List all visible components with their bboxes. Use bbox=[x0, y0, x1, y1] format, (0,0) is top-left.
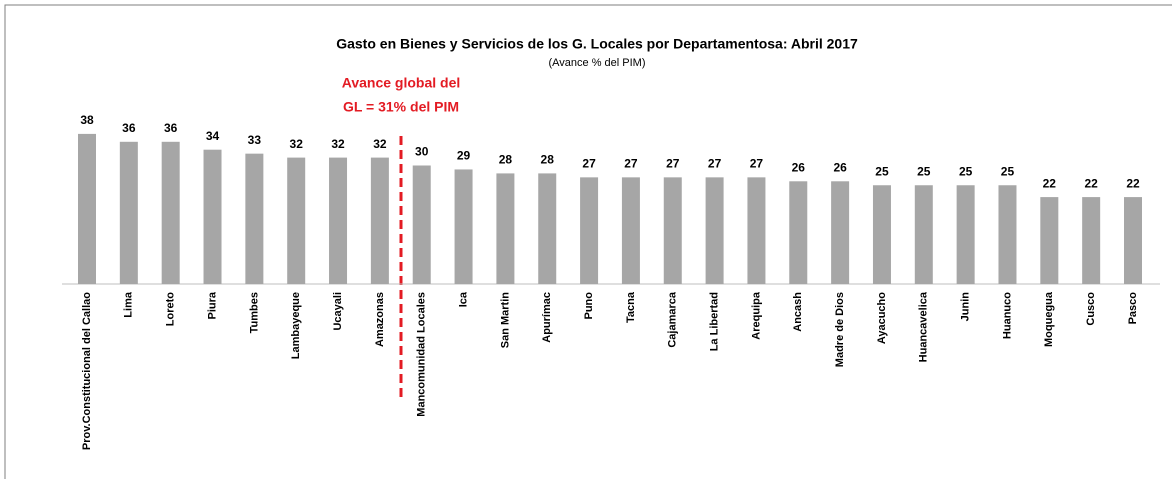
data-label: 25 bbox=[1001, 164, 1015, 178]
bar bbox=[78, 133, 96, 284]
data-label: 25 bbox=[959, 164, 973, 178]
x-tick-label: Puno bbox=[583, 292, 595, 320]
data-label: 27 bbox=[750, 157, 764, 171]
x-tick-label: La Libertad bbox=[709, 292, 721, 351]
bar bbox=[914, 185, 933, 284]
data-label: 36 bbox=[122, 121, 136, 135]
x-tick-label: Arequipa bbox=[750, 291, 762, 340]
data-label: 36 bbox=[164, 121, 178, 135]
bar bbox=[998, 185, 1017, 284]
x-tick-label: Pasco bbox=[1127, 292, 1139, 325]
data-label: 27 bbox=[582, 157, 596, 171]
bar bbox=[161, 141, 180, 284]
x-tick-label: Lima bbox=[123, 291, 135, 318]
x-tick-label: Cusco bbox=[1085, 292, 1097, 326]
data-label: 27 bbox=[624, 157, 638, 171]
data-label: 28 bbox=[541, 153, 555, 167]
x-tick-label: Cajamarca bbox=[667, 291, 679, 348]
bar bbox=[412, 165, 431, 284]
data-label: 25 bbox=[875, 164, 889, 178]
bar bbox=[1040, 197, 1059, 284]
data-label: 22 bbox=[1126, 176, 1140, 190]
x-tick-label: Ica bbox=[457, 291, 469, 307]
x-tick-label: Mancomunidad Locales bbox=[416, 292, 428, 417]
data-label: 22 bbox=[1043, 176, 1057, 190]
x-tick-label: Piura bbox=[206, 291, 218, 319]
chart-frame bbox=[4, 4, 1172, 479]
bar bbox=[329, 157, 348, 284]
x-tick-label: Moquegua bbox=[1043, 291, 1055, 347]
bar bbox=[872, 185, 891, 284]
bar bbox=[705, 177, 724, 284]
x-tick-label: San Martin bbox=[499, 292, 511, 349]
x-tick-label: Huancavelica bbox=[918, 291, 930, 362]
data-label: 25 bbox=[917, 164, 931, 178]
bar bbox=[370, 157, 389, 284]
x-tick-label: Huanuco bbox=[1001, 292, 1013, 339]
bar bbox=[789, 181, 808, 284]
bar bbox=[203, 149, 222, 284]
bar bbox=[831, 181, 850, 284]
data-label: 32 bbox=[373, 137, 387, 151]
chart-subtitle: (Avance % del PIM) bbox=[548, 57, 645, 69]
x-tick-label: Amazonas bbox=[374, 292, 386, 347]
bar bbox=[1124, 197, 1142, 284]
data-label: 30 bbox=[415, 145, 429, 159]
bar bbox=[580, 177, 599, 284]
bar bbox=[119, 141, 138, 284]
x-tick-label: Tumbes bbox=[248, 292, 260, 333]
data-label: 26 bbox=[792, 160, 806, 174]
data-label: 34 bbox=[206, 129, 220, 143]
x-tick-label: Ayacucho bbox=[876, 292, 888, 344]
data-label: 26 bbox=[833, 160, 847, 174]
data-label: 29 bbox=[457, 149, 471, 163]
bar bbox=[454, 169, 473, 284]
bar bbox=[956, 185, 975, 284]
x-tick-label: Prov.Constitucional del Callao bbox=[81, 292, 93, 450]
x-tick-label: Tacna bbox=[625, 291, 637, 323]
x-tick-label: Apurímac bbox=[541, 292, 553, 343]
bar bbox=[496, 173, 515, 284]
x-tick-label: Ucayali bbox=[332, 292, 344, 331]
bar bbox=[663, 177, 682, 284]
x-tick-label: Ancash bbox=[792, 292, 804, 332]
x-tick-label: Lambayeque bbox=[290, 292, 302, 359]
annotation: GL = 31% del PIM bbox=[343, 99, 459, 115]
x-tick-label: Madre de Dios bbox=[834, 292, 846, 367]
bar bbox=[747, 177, 766, 284]
bar bbox=[287, 157, 306, 284]
bar bbox=[245, 153, 264, 284]
chart-title: Gasto en Bienes y Servicios de los G. Lo… bbox=[336, 36, 858, 52]
data-label: 22 bbox=[1084, 176, 1098, 190]
data-label: 28 bbox=[499, 153, 513, 167]
x-tick-label: Junin bbox=[960, 292, 972, 322]
data-label: 27 bbox=[708, 157, 722, 171]
data-label: 38 bbox=[80, 113, 94, 127]
bar bbox=[538, 173, 557, 284]
x-tick-label: Loreto bbox=[165, 292, 177, 327]
bar bbox=[1082, 197, 1101, 284]
data-label: 32 bbox=[331, 137, 345, 151]
data-label: 33 bbox=[248, 133, 262, 147]
data-label: 32 bbox=[290, 137, 304, 151]
bar bbox=[621, 177, 640, 284]
data-label: 27 bbox=[666, 157, 680, 171]
annotation: Avance global del bbox=[342, 75, 461, 91]
